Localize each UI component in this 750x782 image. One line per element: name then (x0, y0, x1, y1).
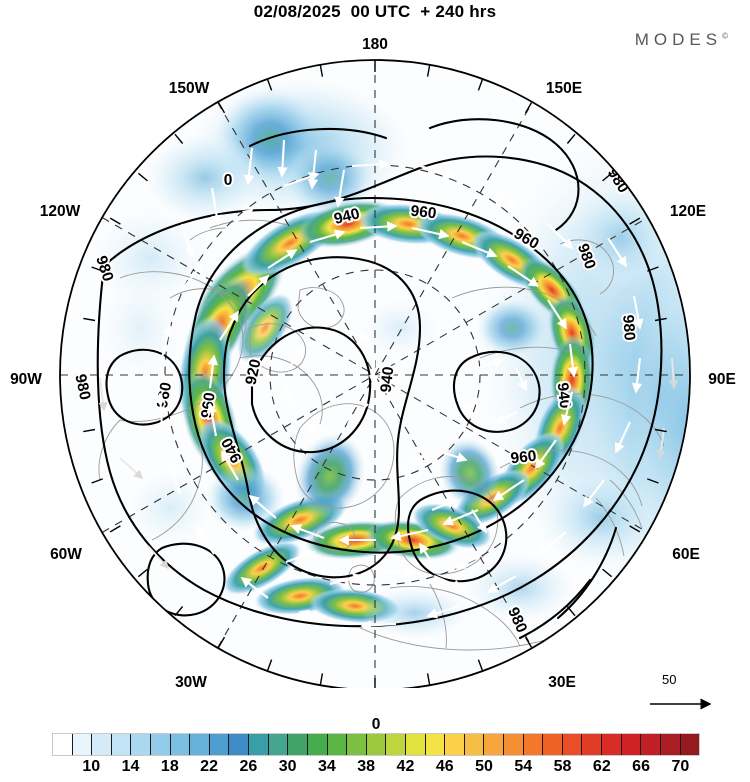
contour-960 (188, 196, 594, 554)
colorbar-cell (53, 734, 73, 755)
modes-logo: MODES© (635, 30, 728, 50)
colorbar-tick-label: 70 (671, 758, 690, 775)
colorbar-cell (504, 734, 524, 755)
colorbar-cell (151, 734, 171, 755)
colorbar: 10 14 18 22 26 30 34 38 42 46 50 54 58 62 66 70 (0, 728, 750, 782)
contour-980-north (102, 155, 660, 308)
colorbar-tick-label: 34 (318, 758, 336, 775)
contour-920 (250, 326, 372, 454)
lon-label-90w: 90W (10, 371, 42, 388)
colorbar-cell (641, 734, 661, 755)
lon-label-60w: 60W (50, 546, 82, 563)
contour-960-lobe-2 (407, 489, 508, 583)
colorbar-cell (288, 734, 308, 755)
lon-label-30e: 30E (548, 674, 576, 691)
contour-label-zero: 0 (224, 172, 233, 189)
colorbar-tick-label: 62 (592, 758, 611, 775)
wind-arrows (155, 139, 644, 631)
contour-arc-south (518, 578, 592, 640)
map-boundary-ticks (83, 60, 667, 688)
colorbar-cell (484, 734, 505, 755)
contour-low-cell-west (105, 348, 184, 426)
lon-label-30w: 30W (175, 674, 207, 691)
colorbar-cell (562, 734, 583, 755)
jet-segment-polar (241, 199, 585, 324)
colorbar-cell (543, 734, 563, 755)
colorbar-cell (366, 734, 387, 755)
wind-arrows-secondary (98, 357, 678, 570)
colorbar-cell (582, 734, 603, 755)
colorbar-cell (445, 734, 465, 755)
colorbar-tick-label: 38 (357, 758, 376, 775)
contour-980-west (96, 264, 206, 592)
colorbar-cell (72, 734, 93, 755)
colorbar-cell (680, 734, 700, 755)
colorbar-tick-label: 14 (121, 758, 140, 775)
contour-label-980-c: 980 (619, 314, 638, 341)
colorbar-tick-label: 54 (514, 758, 533, 775)
colorbar-cell (405, 734, 426, 755)
contour-label-940-b: 940 (378, 366, 398, 394)
colorbar-cell (660, 734, 681, 755)
contour-label-960-e: 960 (510, 448, 538, 468)
windspeed-shading (60, 60, 690, 688)
reference-vector: 50 (648, 672, 728, 716)
colorbar-tick-label: 10 (82, 758, 101, 775)
modes-logo-text: MODES (634, 30, 723, 49)
colorbar-cell (229, 734, 250, 755)
contour-960-lobe (453, 350, 541, 433)
polar-map: 920 940 940 940 940 960 960 960 (0, 28, 750, 688)
reference-vector-label: 50 (662, 672, 677, 687)
colorbar-tick-label: 26 (239, 758, 258, 775)
lon-label-150e: 150E (545, 80, 583, 97)
lon-label-120w: 120W (39, 203, 81, 220)
reference-vector-arrow-icon (650, 698, 712, 710)
colorbar-cell (92, 734, 112, 755)
colorbar-cell (131, 734, 152, 755)
colorbar-cell (347, 734, 367, 755)
lon-label-180: 180 (362, 36, 388, 53)
contour-label-960-a: 960 (410, 203, 438, 223)
lon-label-150w: 150W (168, 80, 210, 97)
colorbar-cell (268, 734, 289, 755)
contour-980-east (532, 304, 663, 582)
colorbar-cell (621, 734, 642, 755)
colorbar-cells (52, 733, 700, 756)
colorbar-cell (602, 734, 622, 755)
colorbar-cell (523, 734, 544, 755)
contour-arc-northwest (248, 127, 388, 148)
lon-label-0: 0 (371, 716, 381, 733)
colorbar-cell (209, 734, 230, 755)
colorbar-cell (464, 734, 485, 755)
colorbar-tick-labels: 10 14 18 22 26 30 34 38 42 46 50 54 58 62 66 70 (0, 758, 750, 782)
lon-label-90e: 90E (708, 371, 736, 388)
contour-label-920: 920 (243, 358, 265, 387)
colorbar-tick-label: 58 (553, 758, 572, 775)
contour-low-cell-sw (146, 542, 226, 617)
contour-arc-southeast (556, 526, 618, 620)
colorbar-cell (170, 734, 191, 755)
colorbar-cell (425, 734, 446, 755)
colorbar-tick-label: 46 (435, 758, 454, 775)
map-content: 920 940 940 940 940 960 960 960 (60, 60, 690, 688)
colorbar-tick-label: 42 (396, 758, 415, 775)
page-title: 02/08/2025 00 UTC + 240 hrs (253, 2, 497, 21)
colorbar-cell (327, 734, 348, 755)
lon-label-60e: 60E (672, 546, 700, 563)
colorbar-cell (386, 734, 406, 755)
colorbar-tick-label: 50 (475, 758, 493, 775)
colorbar-cell (307, 734, 328, 755)
colorbar-cell (111, 734, 132, 755)
colorbar-tick-label: 18 (160, 758, 179, 775)
colorbar-tick-label: 30 (278, 758, 297, 775)
contour-label-960-d: 960 (198, 391, 218, 419)
colorbar-cell (190, 734, 210, 755)
copyright-icon: © (722, 31, 728, 41)
colorbar-tick-label: 22 (200, 758, 218, 775)
lon-label-120e: 120E (669, 203, 707, 220)
colorbar-tick-label: 66 (632, 758, 650, 775)
colorbar-cell (249, 734, 269, 755)
contour-arc-north (428, 118, 580, 232)
